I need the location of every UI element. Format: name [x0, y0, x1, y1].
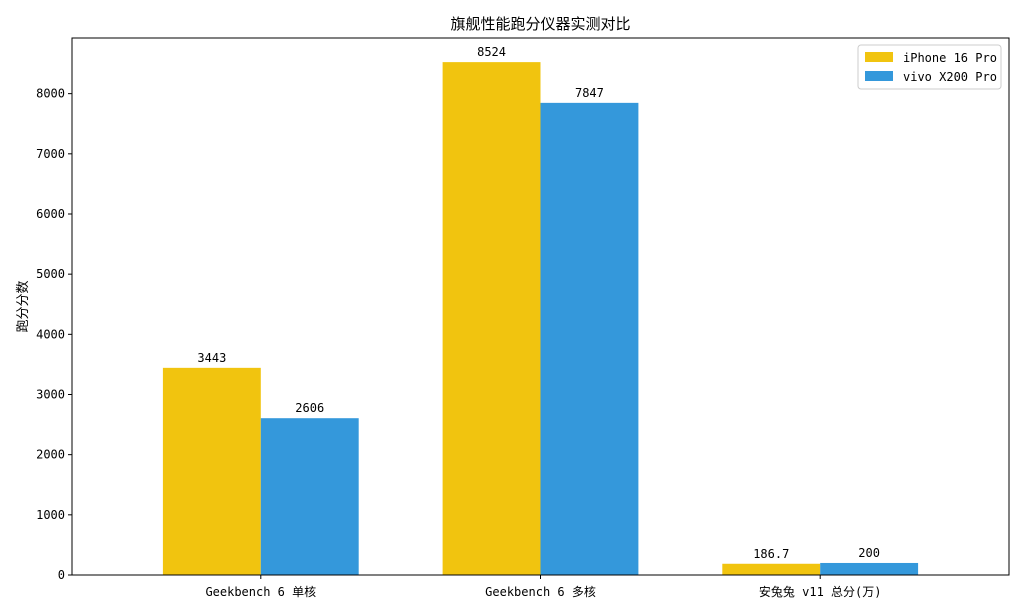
x-tick-label: Geekbench 6 单核	[205, 585, 316, 599]
bars-group	[162, 62, 919, 576]
y-tick-label: 5000	[36, 267, 65, 281]
bar-vivo-2	[820, 562, 919, 575]
y-axis-label: 跑分分数	[16, 280, 31, 332]
x-tick-label: Geekbench 6 多核	[485, 585, 596, 599]
bar-labels-group: 3443 2606 8524 7847 186.7 200	[197, 45, 880, 561]
bar-value-label: 7847	[575, 86, 604, 100]
bar-iphone-1	[442, 62, 541, 576]
bar-vivo-1	[540, 102, 639, 575]
bar-iphone-0	[162, 367, 261, 575]
y-tick-label: 7000	[36, 147, 65, 161]
legend-label: iPhone 16 Pro	[903, 51, 997, 65]
legend-swatch	[865, 71, 893, 81]
y-tick-label: 6000	[36, 207, 65, 221]
x-axis-ticks: Geekbench 6 单核 Geekbench 6 多核 安兔兔 v11 总分(万…	[205, 575, 881, 599]
bar-value-label: 186.7	[753, 547, 789, 561]
bar-vivo-0	[260, 418, 359, 575]
legend-label: vivo X200 Pro	[903, 70, 997, 84]
legend-swatch	[865, 52, 893, 62]
legend: iPhone 16 Pro vivo X200 Pro	[857, 44, 1002, 90]
legend-box	[857, 44, 1002, 90]
chart-title: 旗舰性能跑分仪器实测对比	[450, 15, 630, 33]
y-tick-label: 1000	[36, 508, 65, 522]
y-tick-label: 4000	[36, 327, 65, 341]
y-tick-label: 0	[58, 568, 65, 582]
bar-value-label: 3443	[197, 351, 226, 365]
y-tick-label: 8000	[36, 87, 65, 101]
bar-value-label: 8524	[477, 45, 506, 59]
y-tick-label: 2000	[36, 448, 65, 462]
x-tick-label: 安兔兔 v11 总分(万)	[759, 584, 882, 599]
y-axis-ticks: 0 1000 2000 3000 4000 5000 6000 7000 8000	[36, 87, 72, 582]
plot-frame	[71, 37, 1010, 576]
bar-value-label: 200	[858, 546, 880, 560]
y-tick-label: 3000	[36, 387, 65, 401]
bar-iphone-2	[722, 563, 821, 575]
bar-value-label: 2606	[295, 401, 324, 415]
